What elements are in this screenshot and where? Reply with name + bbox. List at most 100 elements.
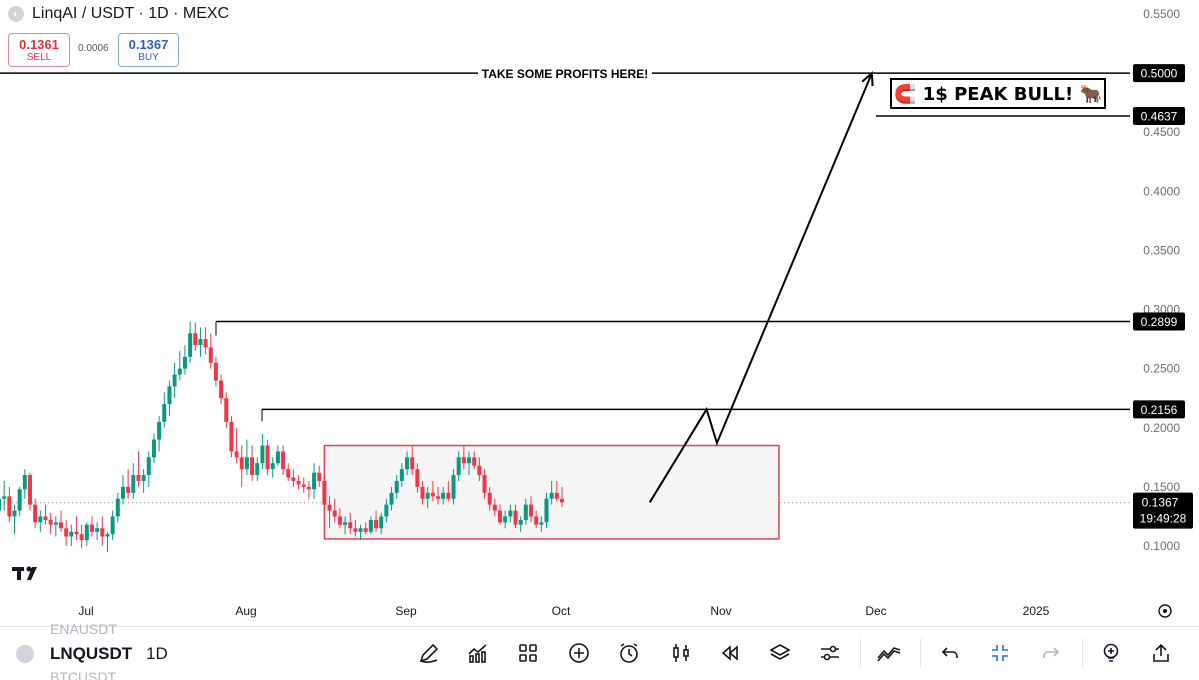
- candle-body: [95, 528, 100, 532]
- toolbar-divider: [1082, 639, 1083, 667]
- candle-body: [322, 480, 327, 505]
- candle: [482, 469, 487, 499]
- candle-body: [146, 457, 151, 476]
- candle-body: [105, 534, 110, 537]
- candle: [559, 486, 564, 507]
- symbol-logo-icon: ◐: [8, 6, 24, 22]
- candle-body: [7, 496, 12, 517]
- candle-body: [559, 498, 564, 503]
- candle-body: [27, 475, 32, 505]
- peak-bull-callout: 🧲 1$ PEAK BULL! 🐂: [890, 78, 1106, 109]
- prev-symbol-ghost: ENAUSDT: [50, 621, 117, 637]
- candle-body: [363, 528, 368, 532]
- candle-body: [281, 451, 286, 470]
- current-price-badge: 0.1367 19:49:28: [1133, 492, 1193, 529]
- layers-icon[interactable]: [766, 639, 794, 667]
- candle: [229, 415, 234, 458]
- candle: [193, 322, 198, 351]
- redo-icon[interactable]: [1037, 639, 1065, 667]
- candle-body: [379, 516, 384, 529]
- horizontal-levels: TAKE SOME PROFITS HERE! 🧲 1$ PEAK BULL! 🐂: [0, 67, 1130, 422]
- ideas-bulb-icon[interactable]: [1097, 639, 1125, 667]
- candle: [89, 516, 94, 537]
- candle: [317, 465, 322, 487]
- drawing-pen-icon[interactable]: [415, 639, 443, 667]
- candle: [348, 512, 353, 535]
- candle-body: [224, 398, 229, 422]
- candle-body: [74, 531, 79, 535]
- candle-body: [213, 362, 218, 381]
- toolbar-interval[interactable]: 1D: [146, 644, 168, 663]
- layout-grid-icon[interactable]: [514, 639, 542, 667]
- candle: [105, 531, 110, 552]
- candle: [100, 516, 105, 546]
- candle-body: [110, 516, 115, 535]
- y-tick-label: 0.2000: [1143, 421, 1180, 435]
- candle: [544, 492, 549, 529]
- toolbar-symbol[interactable]: LNQUSDT: [50, 644, 133, 663]
- alarm-clock-icon[interactable]: [615, 639, 643, 667]
- candle: [368, 516, 373, 535]
- add-plus-icon[interactable]: [565, 639, 593, 667]
- indicators-icon[interactable]: [464, 639, 492, 667]
- candle-body: [48, 519, 53, 525]
- candle: [554, 480, 559, 502]
- price-badges: 0.5000 0.4637 0.2899 0.2156 0.1367 19:49:28: [1133, 64, 1193, 529]
- candle: [461, 445, 466, 470]
- candle-body: [100, 528, 105, 537]
- candle-body: [337, 516, 342, 525]
- candle-body: [487, 492, 492, 505]
- price-badge-0-2156: 0.2156: [1133, 400, 1185, 419]
- candles: [0, 321, 564, 552]
- replay-rewind-icon[interactable]: [716, 639, 744, 667]
- candle-body: [157, 421, 162, 440]
- candle-body: [528, 504, 533, 517]
- spread-value: 0.0006: [78, 43, 109, 54]
- candle-body: [296, 480, 301, 485]
- buy-label: BUY: [138, 52, 159, 63]
- candles-type-icon[interactable]: [667, 639, 695, 667]
- y-tick-label: 0.4500: [1143, 125, 1180, 139]
- symbol-title[interactable]: LinqAI / USDT · 1D · MEXC: [32, 5, 230, 22]
- candle: [213, 356, 218, 387]
- candle: [363, 522, 368, 535]
- x-tick-label: Jul: [78, 604, 93, 618]
- sell-price: 0.1361: [19, 37, 59, 52]
- projection-arrowhead: [861, 70, 874, 87]
- x-tick-label: 2025: [1023, 604, 1050, 618]
- candle: [198, 327, 203, 357]
- price-chart[interactable]: TAKE SOME PROFITS HERE! 🧲 1$ PEAK BULL! 🐂…: [0, 0, 1199, 625]
- candle-body: [79, 534, 84, 541]
- x-tick-label: Oct: [552, 604, 571, 618]
- candle: [436, 486, 441, 505]
- candle: [337, 508, 342, 529]
- candle: [234, 427, 239, 464]
- candle-body: [306, 486, 311, 490]
- candle: [472, 451, 477, 470]
- candle: [208, 333, 213, 369]
- candle-body: [219, 380, 224, 399]
- buy-price: 0.1367: [128, 37, 169, 52]
- collapse-icon[interactable]: [986, 639, 1014, 667]
- undo-icon[interactable]: [936, 639, 964, 667]
- candle: [379, 512, 384, 535]
- candle: [327, 496, 332, 529]
- candle-body: [456, 457, 461, 476]
- sell-button[interactable]: 0.1361 SELL: [8, 33, 70, 67]
- candle: [120, 475, 125, 505]
- time-axis: Jul Aug Sep Oct Nov Dec 2025: [78, 604, 1172, 618]
- price-badge-0-2899: 0.2899: [1133, 312, 1185, 331]
- candle: [95, 522, 100, 541]
- share-icon[interactable]: [1147, 639, 1175, 667]
- candle: [182, 345, 187, 375]
- candle: [358, 524, 363, 541]
- buy-button[interactable]: 0.1367 BUY: [118, 33, 179, 67]
- candle: [534, 510, 539, 529]
- candle-body: [389, 492, 394, 505]
- settings-sliders-icon[interactable]: [816, 639, 844, 667]
- candle-body: [518, 519, 523, 525]
- candle: [513, 504, 518, 529]
- compare-chart-icon[interactable]: [875, 639, 903, 667]
- candle: [110, 510, 115, 541]
- candle: [384, 498, 389, 523]
